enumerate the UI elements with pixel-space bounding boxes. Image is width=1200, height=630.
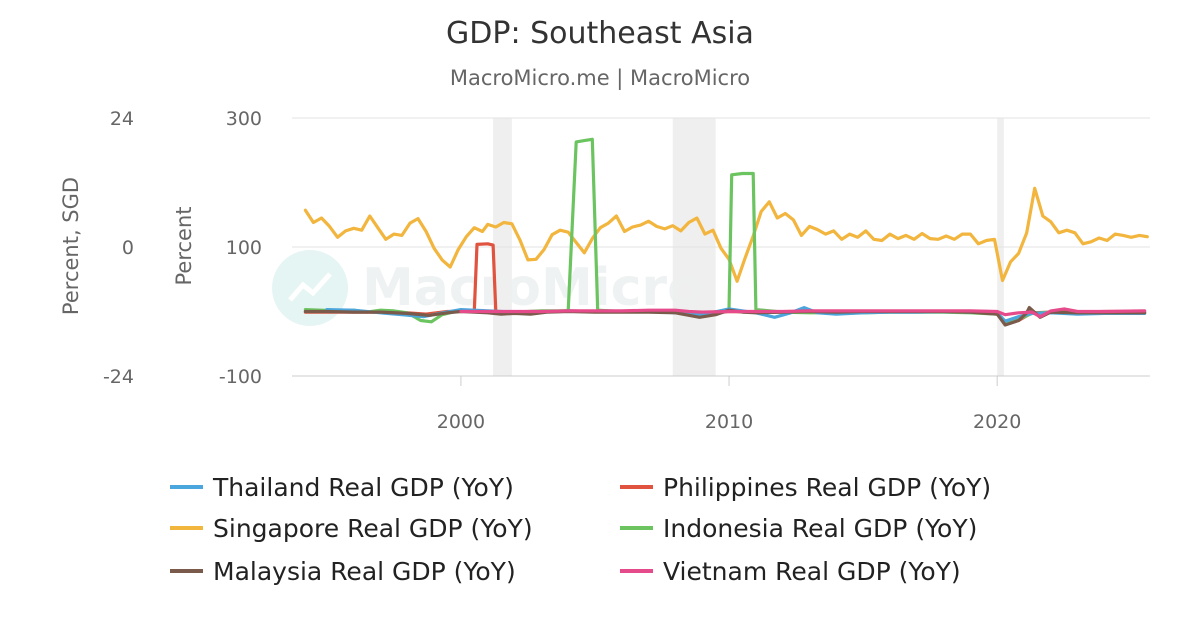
left-axis-tick-label: 0 (122, 237, 134, 259)
left-axis-ticks: 24 0 -24 (103, 108, 134, 388)
legend-item-indonesia[interactable]: Indonesia Real GDP (YoY) (620, 514, 977, 543)
series-line-vietnam (459, 307, 1147, 319)
legend-label: Malaysia Real GDP (YoY) (213, 557, 516, 586)
x-axis-tick-label: 2020 (973, 411, 1021, 433)
legend-label: Thailand Real GDP (YoY) (212, 473, 514, 502)
legend: Thailand Real GDP (YoY) Philippines Real … (170, 473, 991, 586)
series-line-thailand (325, 306, 1147, 323)
left-axis-title: Percent, SGD (59, 177, 83, 315)
watermark-text: MacroMicro (362, 258, 703, 318)
legend-label: Vietnam Real GDP (YoY) (663, 557, 961, 586)
x-axis-tick-label: 2010 (705, 411, 753, 433)
series-lines (303, 137, 1149, 327)
legend-item-thailand[interactable]: Thailand Real GDP (YoY) (170, 473, 514, 502)
legend-label: Philippines Real GDP (YoY) (663, 473, 991, 502)
legend-item-malaysia[interactable]: Malaysia Real GDP (YoY) (170, 557, 516, 586)
left-axis-tick-label: -24 (103, 366, 134, 388)
right-axis-tick-label: 100 (226, 237, 262, 259)
x-axis-ticks: 2000 2010 2020 (437, 376, 1021, 433)
left-axis-tick-label: 24 (110, 108, 134, 130)
x-axis-tick-label: 2000 (437, 411, 485, 433)
legend-item-vietnam[interactable]: Vietnam Real GDP (YoY) (620, 557, 961, 586)
legend-label: Singapore Real GDP (YoY) (213, 514, 533, 543)
chart-subtitle: MacroMicro.me | MacroMicro (450, 66, 750, 91)
legend-label: Indonesia Real GDP (YoY) (663, 514, 977, 543)
right-axis-tick-label: 300 (226, 108, 262, 130)
legend-item-philippines[interactable]: Philippines Real GDP (YoY) (620, 473, 991, 502)
right-axis-title: Percent (172, 206, 196, 285)
right-axis-ticks: 300 100 -100 (219, 108, 262, 388)
chart-title: GDP: Southeast Asia (446, 16, 754, 51)
series-line-singapore (303, 186, 1149, 283)
watermark-logo-line-icon (288, 272, 332, 302)
watermark: MacroMicro (272, 250, 703, 326)
right-axis-tick-label: -100 (219, 366, 262, 388)
legend-item-singapore[interactable]: Singapore Real GDP (YoY) (170, 514, 533, 543)
